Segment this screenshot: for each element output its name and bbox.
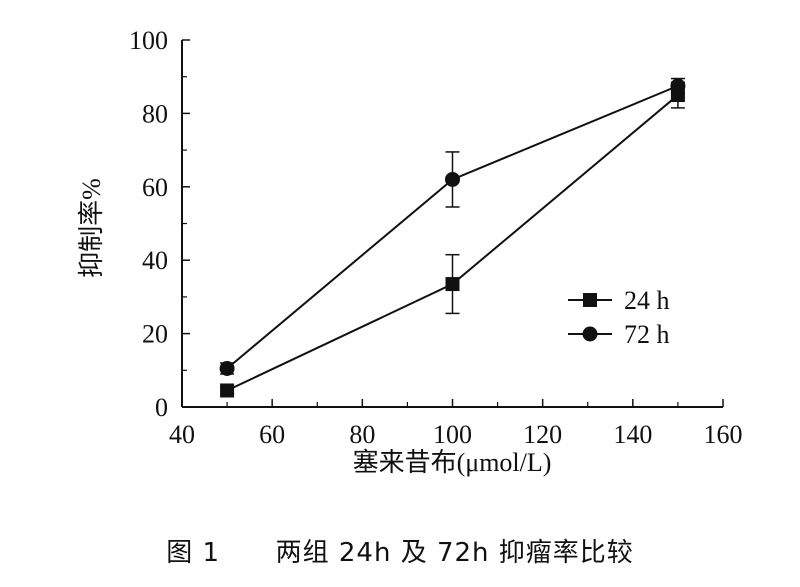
x-tick-label: 140	[613, 420, 652, 449]
series-line-1	[226, 94, 679, 392]
y-tick-label: 40	[142, 246, 168, 275]
error-bars	[220, 77, 685, 395]
figure-caption: 图 1 两组 24h 及 72h 抑瘤率比较	[0, 532, 800, 569]
circle-marker	[670, 78, 686, 94]
square-marker	[445, 277, 460, 292]
circle-marker	[219, 360, 235, 376]
square-marker	[220, 383, 235, 398]
tick-marks	[181, 39, 724, 408]
x-tick-label: 40	[169, 420, 195, 449]
y-tick-label: 100	[129, 26, 168, 55]
y-tick-label: 20	[142, 320, 168, 349]
x-tick-label: 160	[704, 420, 743, 449]
series-line-2	[226, 84, 679, 370]
x-tick-label: 120	[523, 420, 562, 449]
legend-label: 24 h	[624, 286, 670, 315]
x-tick-label: 60	[259, 420, 285, 449]
y-tick-label: 60	[142, 173, 168, 202]
legend-circle-marker	[582, 326, 598, 342]
y-tick-label: 80	[142, 99, 168, 128]
legend-label: 72 h	[624, 320, 670, 349]
axes	[181, 40, 723, 408]
y-axis-label: 抑制率%	[77, 178, 106, 278]
x-tick-label: 100	[433, 420, 472, 449]
figure-caption-text: 两组 24h 及 72h 抑瘤率比较	[275, 538, 634, 568]
data-points	[219, 78, 686, 398]
tick-labels: 0 20 40 60 80 100 40 60 80 100 120 140 160	[129, 26, 743, 449]
figure-number: 图 1	[166, 538, 221, 568]
circle-marker	[445, 171, 460, 187]
series-lines	[226, 84, 679, 392]
y-tick-label: 0	[155, 393, 168, 422]
x-axis-label: 塞来昔布(μmol/L)	[353, 448, 552, 477]
x-tick-label: 80	[349, 420, 375, 449]
legend: 24 h 72 h	[568, 286, 670, 349]
legend-square-marker	[583, 293, 597, 307]
